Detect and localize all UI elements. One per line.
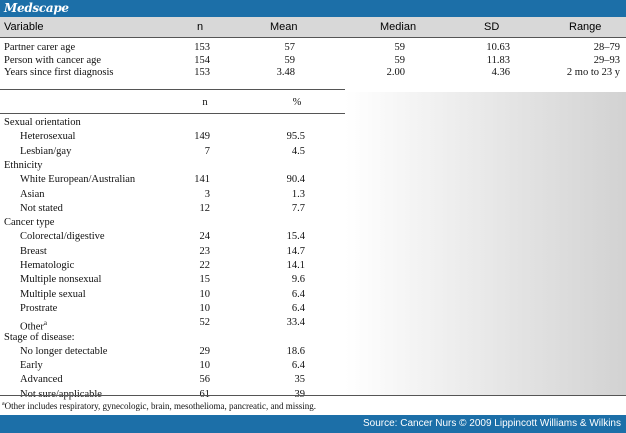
freq-row-label: Not sure/applicable — [20, 389, 102, 401]
freq-row-label: Not stated — [20, 202, 63, 214]
freq-row-pct: 7.7 — [291, 202, 305, 214]
header-sd: SD — [484, 21, 500, 33]
freq-row-label: Multiple nonsexual — [20, 274, 102, 286]
subheader-pct: % — [292, 97, 302, 108]
stat-row-n: 153 — [194, 42, 210, 53]
stat-row-label: Years since first diagnosis — [4, 67, 114, 78]
freq-row-n: 10 — [199, 288, 211, 300]
stat-row-label: Partner carer age — [4, 42, 76, 53]
category-heading: Cancer type — [4, 217, 55, 229]
freq-row-n: 61 — [160, 389, 211, 401]
stat-row-median: 59 — [394, 54, 406, 66]
header-n: n — [197, 21, 204, 33]
freq-row-label: No longer detectable — [20, 345, 108, 357]
freq-row-label: Early — [20, 360, 43, 372]
stat-row-sd: 11.83 — [486, 54, 510, 66]
freq-row-label: Breast — [20, 245, 47, 257]
freq-row-n: 15 — [199, 274, 211, 286]
freq-row-n: 22 — [199, 260, 211, 271]
freq-row-pct: 4.5 — [291, 145, 305, 157]
category-heading: Stage of disease: — [4, 331, 75, 343]
freq-row-label: Advanced — [20, 374, 63, 386]
freq-row-n: 29 — [199, 345, 211, 357]
stat-row-range: 2 mo to 23 y — [566, 67, 620, 78]
freq-row-label: White European/Australian — [20, 174, 136, 186]
footnote-marker: a — [2, 401, 5, 407]
freq-row-pct: 95.5 — [286, 131, 305, 143]
stat-row-label: Person with cancer age — [4, 54, 102, 66]
table-header: Variable n Mean Median SD Range — [0, 17, 626, 37]
freq-row-label: Hematologic — [20, 260, 75, 271]
freq-row-label: Other — [20, 321, 44, 333]
subheader-divider — [0, 113, 345, 114]
header-variable: Variable — [4, 21, 44, 33]
brand-logo: Medscape — [4, 1, 69, 15]
stat-row-mean: 3.48 — [276, 67, 295, 78]
top-bar: Medscape — [0, 0, 626, 17]
footnote-ref: a — [43, 319, 48, 328]
shaded-panel — [345, 92, 626, 395]
stat-row-sd: 4.36 — [491, 67, 510, 78]
freq-row-label: Heterosexual — [20, 131, 76, 143]
freq-row-label: Prostrate — [20, 302, 58, 314]
freq-row-n: 56 — [199, 374, 211, 386]
stat-row-mean: 57 — [284, 42, 296, 53]
source-credit: Source: Cancer Nurs © 2009 Lippincott Wi… — [362, 418, 621, 429]
freq-row-n: 12 — [199, 202, 211, 214]
freq-row-pct: 39 — [255, 389, 306, 401]
freq-row-label: Multiple sexual — [20, 288, 86, 300]
category-heading: Ethnicity — [4, 159, 43, 171]
section-divider — [0, 89, 345, 90]
freq-row-pct: 18.6 — [286, 345, 305, 357]
freq-row-pct: 6.4 — [291, 288, 305, 300]
header-divider — [0, 37, 626, 38]
footnote-text: Other includes respiratory, gynecologic,… — [4, 401, 316, 411]
freq-row-n: 3 — [204, 188, 210, 200]
freq-row-pct: 14.1 — [286, 260, 305, 271]
header-range: Range — [569, 21, 602, 33]
stat-row-mean: 59 — [284, 54, 296, 66]
header-mean: Mean — [270, 21, 298, 33]
freq-row-label: Asian — [20, 188, 45, 200]
bottom-bar: Source: Cancer Nurs © 2009 Lippincott Wi… — [0, 415, 626, 433]
stat-row-n: 154 — [194, 54, 210, 66]
freq-row-n: 7 — [204, 145, 210, 157]
subheader-n: n — [202, 97, 208, 108]
freq-row-n: 52 — [199, 317, 211, 329]
stat-row-median: 2.00 — [386, 67, 405, 78]
freq-row-n: 10 — [199, 360, 211, 372]
freq-row-n: 141 — [194, 174, 210, 186]
freq-row-label-wrap: Othera — [20, 317, 47, 334]
freq-row-pct: 33.4 — [286, 317, 305, 329]
stat-row-sd: 10.63 — [486, 42, 510, 53]
freq-row-label: Colorectal/digestive — [20, 231, 105, 243]
freq-row-n: 24 — [199, 231, 211, 243]
stat-row-median: 59 — [394, 42, 406, 53]
freq-row-n: 23 — [199, 245, 211, 257]
stat-row-range: 28–79 — [593, 42, 620, 53]
freq-row-pct: 9.6 — [291, 274, 305, 286]
freq-row-pct: 15.4 — [286, 231, 305, 243]
header-median: Median — [380, 21, 417, 33]
freq-row-pct: 14.7 — [286, 245, 305, 257]
category-heading: Sexual orientation — [4, 117, 81, 128]
freq-row-pct: 6.4 — [291, 302, 305, 314]
footnote: aOther includes respiratory, gynecologic… — [2, 401, 316, 411]
freq-row-pct: 1.3 — [291, 188, 305, 200]
freq-row-n: 149 — [194, 131, 210, 143]
table-bottom-rule — [0, 395, 626, 396]
freq-row-pct: 6.4 — [291, 360, 305, 372]
freq-row-n: 10 — [199, 302, 211, 314]
freq-row-pct: 35 — [294, 374, 306, 386]
freq-row-label: Lesbian/gay — [20, 145, 72, 157]
stat-row-n: 153 — [194, 67, 210, 78]
freq-row-pct: 90.4 — [286, 174, 305, 186]
stat-row-range: 29–93 — [593, 54, 620, 66]
